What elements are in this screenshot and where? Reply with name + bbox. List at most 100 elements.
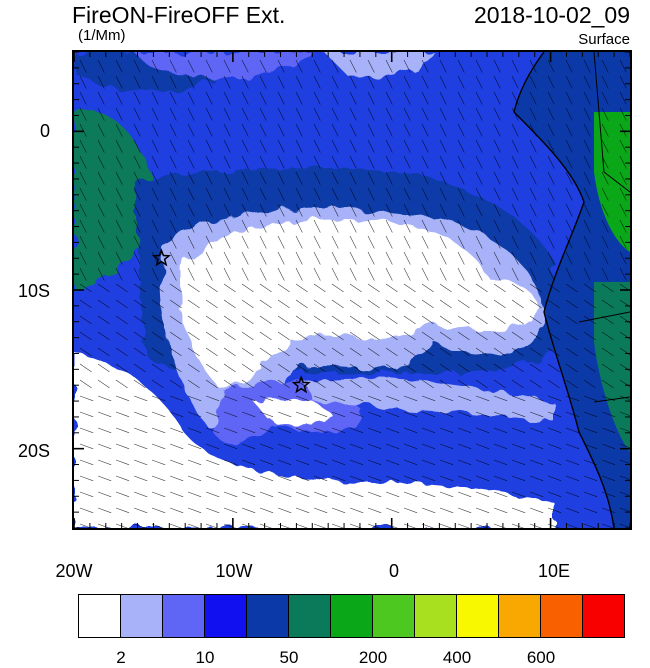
colorbar-box	[330, 594, 373, 638]
wind-vector	[385, 107, 393, 121]
wind-vector	[475, 283, 488, 293]
wind-vector	[349, 203, 357, 217]
wind-vector	[565, 299, 578, 309]
wind-vector	[115, 123, 123, 137]
wind-vector	[169, 459, 184, 466]
wind-vector	[385, 251, 393, 265]
wind-vector	[619, 91, 627, 105]
wind-vector	[169, 203, 177, 217]
wind-vector	[385, 283, 398, 293]
wind-vector	[421, 427, 436, 434]
wind-vector	[421, 91, 429, 105]
land-green-north	[594, 112, 630, 252]
wind-vector	[295, 459, 310, 466]
wind-vector	[223, 379, 236, 389]
wind-vector	[493, 75, 501, 89]
lat-label-20s: 20S	[17, 441, 50, 461]
wind-vector	[529, 171, 537, 185]
wind-vector	[223, 507, 238, 514]
wind-vector	[529, 523, 542, 528]
wind-vector	[313, 219, 321, 233]
wind-vector	[475, 251, 483, 265]
wind-vector	[187, 235, 195, 249]
wind-vector	[115, 363, 128, 373]
wind-vector	[619, 107, 627, 121]
wind-vector	[115, 251, 123, 265]
wind-vector	[547, 203, 555, 217]
wind-vector	[565, 459, 580, 466]
wind-vector	[169, 491, 184, 498]
wind-vector	[313, 59, 321, 73]
wind-vector	[223, 155, 231, 169]
wind-vector	[367, 523, 380, 528]
wind-vector	[565, 331, 578, 341]
wind-vector	[385, 219, 393, 233]
wind-vector	[583, 139, 591, 153]
wind-vector	[349, 523, 362, 528]
wind-vector	[151, 91, 159, 105]
wind-vector	[115, 315, 128, 325]
wind-vector	[79, 379, 92, 389]
wind-vector	[241, 219, 249, 233]
wind-vector	[223, 107, 231, 121]
wind-vector	[133, 251, 141, 265]
wind-vector	[295, 443, 310, 450]
wind-vector	[97, 363, 110, 373]
wind-vector	[97, 75, 105, 89]
wind-vector	[547, 475, 562, 482]
wind-vector	[367, 123, 375, 137]
wind-vector	[547, 347, 560, 357]
wind-vector	[241, 59, 249, 73]
wind-vector	[421, 299, 434, 309]
wind-vector	[259, 379, 272, 389]
wind-vector	[475, 491, 490, 498]
wind-vector	[187, 475, 202, 482]
wind-vector	[223, 491, 238, 498]
wind-vector	[223, 331, 236, 341]
wind-vector	[169, 347, 182, 357]
wind-vector	[295, 347, 308, 357]
wind-vector	[187, 427, 202, 434]
wind-vector	[79, 251, 87, 265]
wind-vector	[403, 475, 418, 482]
wind-vector	[547, 379, 560, 389]
wind-vector	[493, 59, 501, 73]
wind-vector	[295, 251, 303, 265]
wind-vector	[259, 107, 267, 121]
wind-vector	[331, 379, 344, 389]
wind-vector	[205, 59, 213, 73]
wind-vector	[529, 347, 542, 357]
wind-vector	[115, 139, 123, 153]
wind-vector	[115, 59, 123, 73]
wind-vector	[277, 363, 290, 373]
wind-vector	[331, 427, 346, 434]
wind-vector	[511, 315, 524, 325]
wind-vector	[475, 395, 490, 402]
wind-vector	[79, 475, 94, 482]
wind-vector	[457, 315, 470, 325]
wind-vector	[403, 411, 418, 418]
wind-vector	[367, 219, 375, 233]
wind-vector	[529, 443, 544, 450]
wind-vector	[583, 107, 591, 121]
wind-vector	[259, 443, 274, 450]
wind-vector	[205, 507, 220, 514]
wind-vector	[403, 315, 416, 325]
wind-vector	[241, 91, 249, 105]
wind-vector	[439, 363, 452, 373]
wind-vector	[367, 411, 382, 418]
wind-vector	[295, 299, 308, 309]
wind-vector	[367, 475, 382, 482]
wind-vector	[439, 139, 447, 153]
wind-vector	[493, 363, 506, 373]
wind-vector	[601, 219, 609, 233]
wind-vector	[475, 59, 483, 73]
level-label: Surface	[578, 31, 630, 48]
wind-vector	[115, 203, 123, 217]
wind-vector	[439, 283, 452, 293]
wind-vector	[295, 411, 310, 418]
wind-vector	[259, 59, 267, 73]
wind-vector	[295, 91, 303, 105]
wind-vector	[97, 411, 112, 418]
wind-vector	[133, 171, 141, 185]
